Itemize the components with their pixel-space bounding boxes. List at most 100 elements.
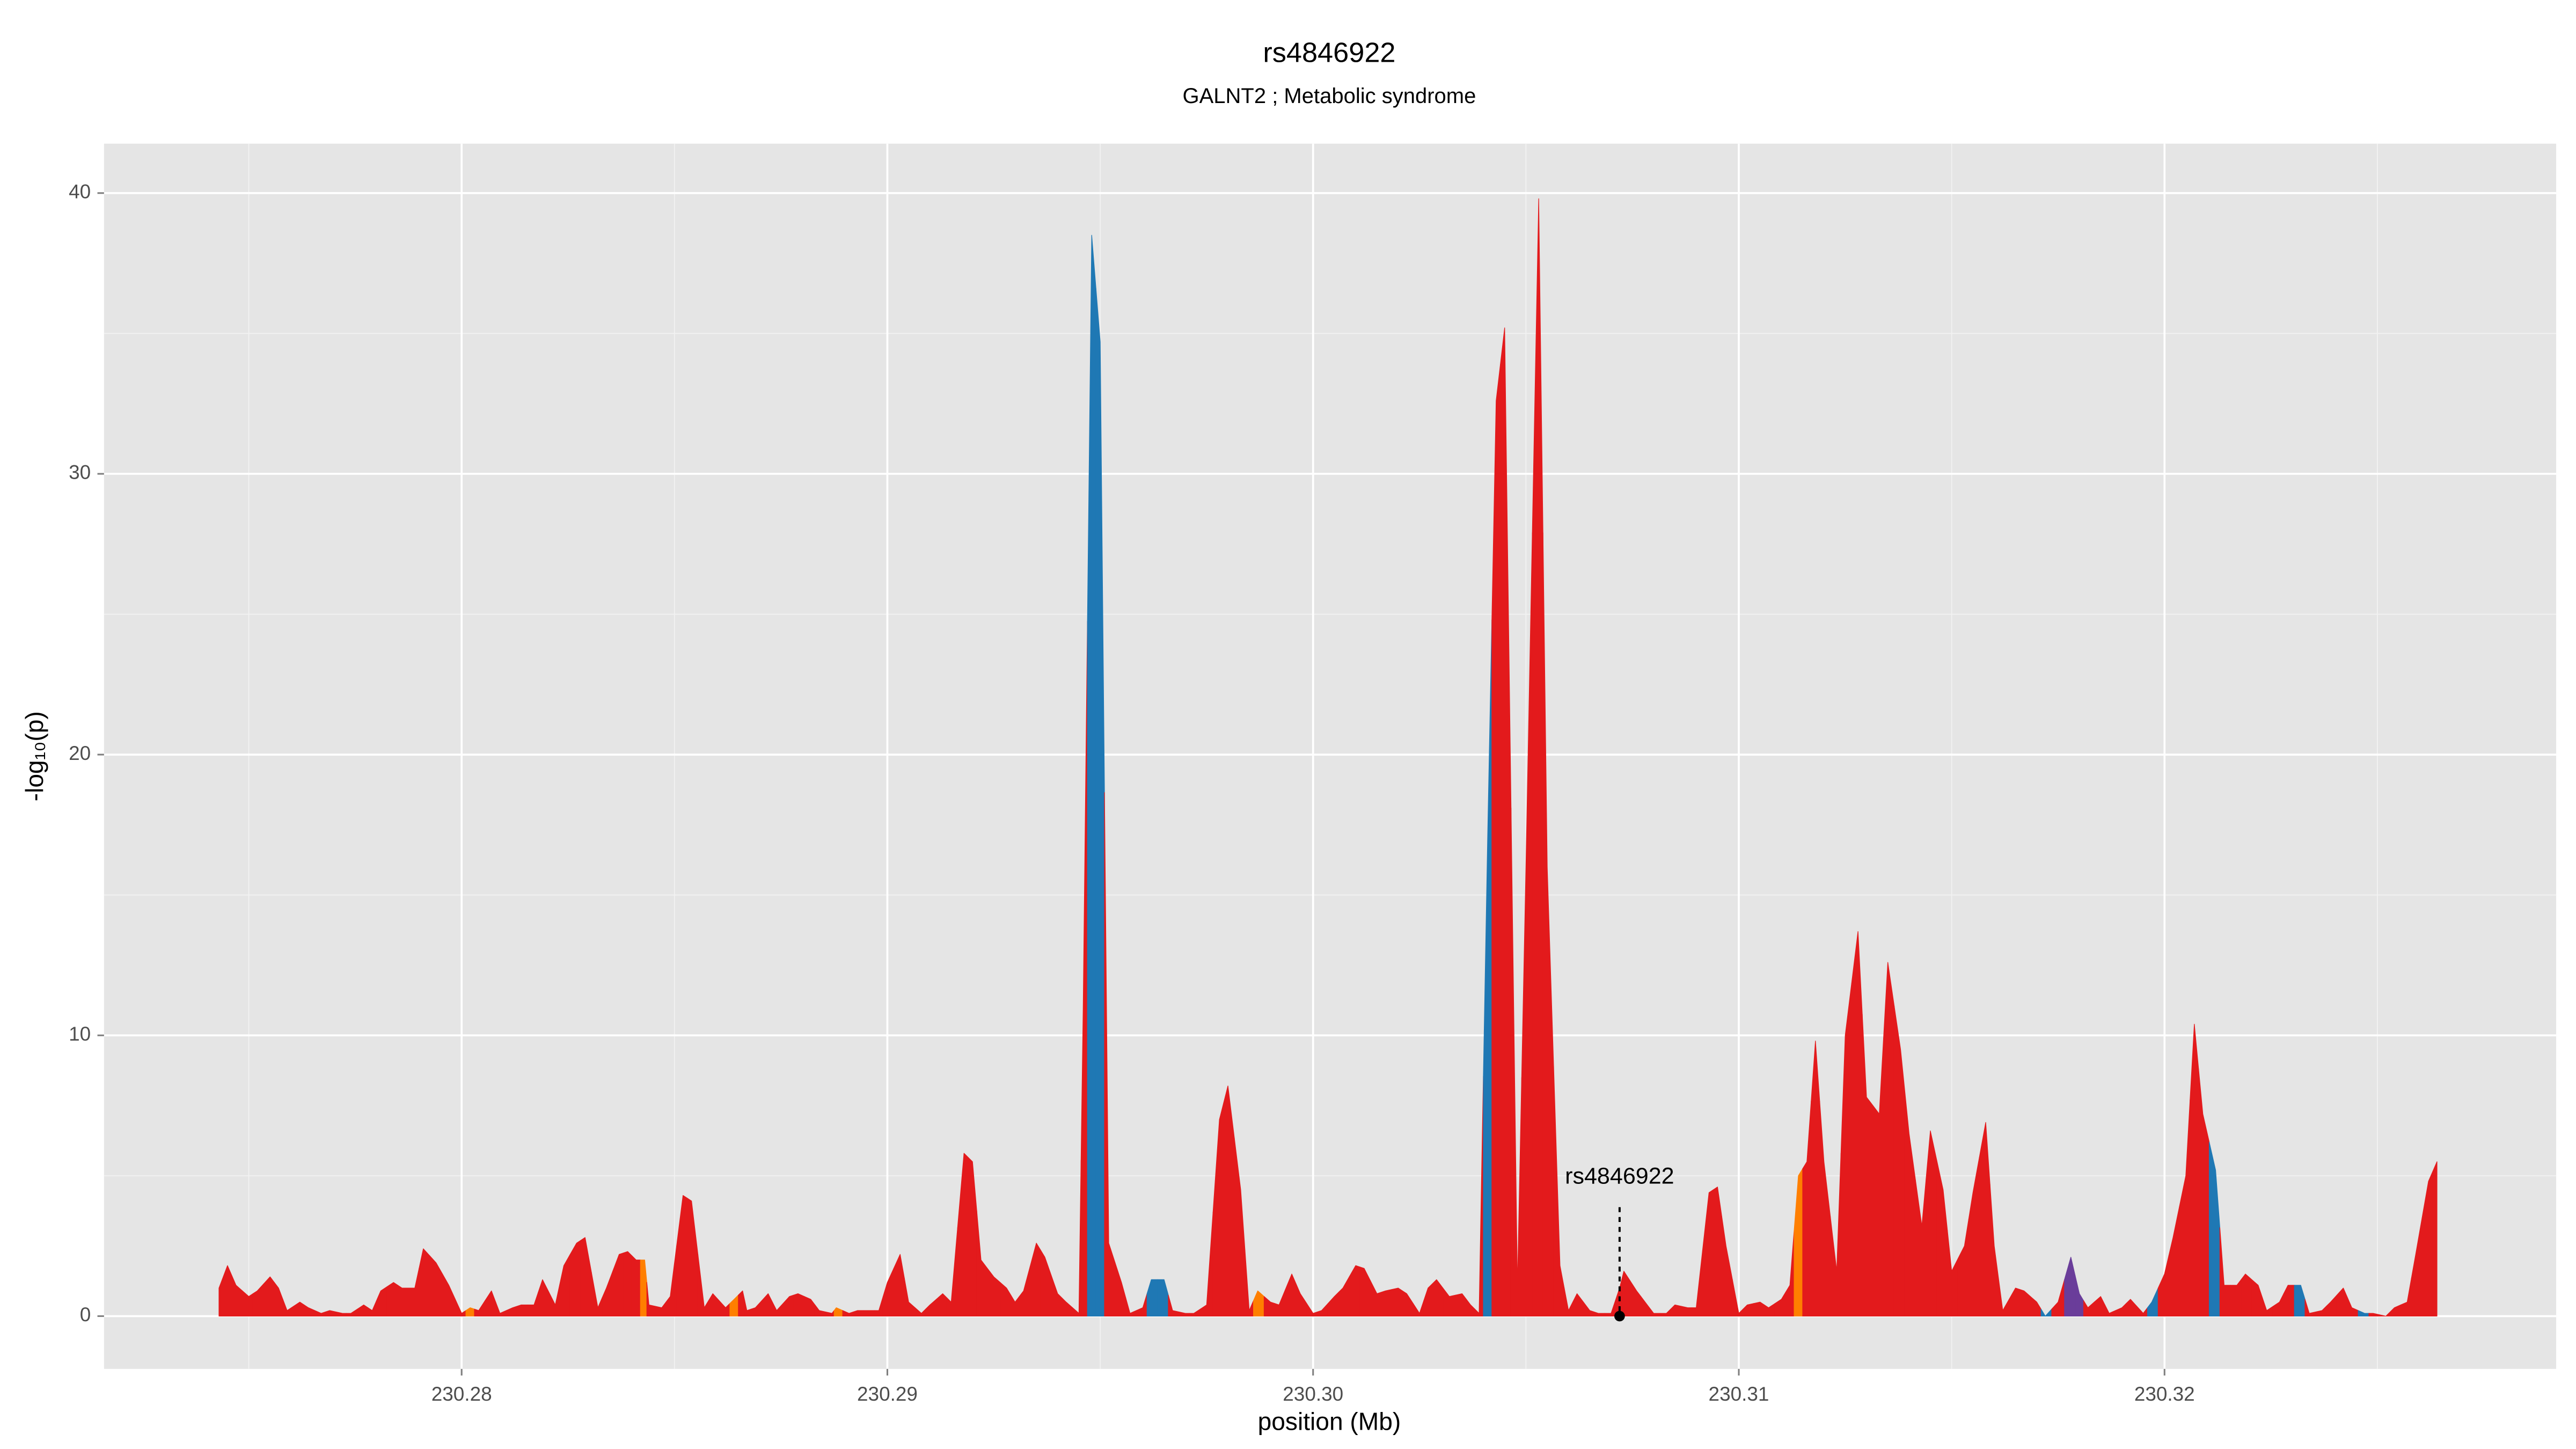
area-segment (397, 1285, 409, 1317)
area-segment (1263, 1296, 1275, 1317)
area-segment (2251, 1279, 2263, 1317)
area-segment (474, 1300, 486, 1317)
area-segment (2400, 1278, 2412, 1317)
area-segment (665, 1246, 677, 1317)
area-segment (1500, 327, 1512, 1317)
area-segment (2358, 1310, 2369, 1317)
area-segment (1136, 1293, 1147, 1317)
area-segment (2019, 1289, 2031, 1317)
area-segment (1483, 619, 1492, 1317)
area-segment (1829, 1153, 1842, 1317)
area-segment (2208, 1141, 2221, 1317)
area-segment (2379, 1311, 2391, 1317)
area-segment (1904, 1091, 1916, 1317)
area-segment (1423, 1283, 1433, 1317)
area-segment (1542, 532, 1554, 1317)
area-segment (1115, 1262, 1126, 1317)
area-segment (346, 1308, 358, 1317)
area-segment (874, 1296, 884, 1317)
y-tick-label: 0 (80, 1304, 91, 1326)
area-segment (1327, 1292, 1339, 1317)
x-tick-label: 230.28 (431, 1383, 492, 1405)
area-segment (263, 1276, 275, 1317)
area-segment (1785, 1230, 1795, 1317)
area-segment (2064, 1256, 2076, 1317)
area-segment (2094, 1296, 2105, 1317)
area-segment (1019, 1267, 1030, 1317)
area-segment (925, 1299, 937, 1317)
area-segment (1713, 1187, 1722, 1317)
area-segment (2326, 1294, 2338, 1317)
area-segment (1583, 1301, 1594, 1317)
area-segment (242, 1290, 254, 1317)
area-segment (1443, 1287, 1457, 1317)
area-segment (1455, 1293, 1467, 1317)
area-segment (1893, 1005, 1905, 1317)
area-segment (602, 1271, 613, 1317)
area-segment (2190, 1023, 2199, 1317)
area-segment (772, 1301, 784, 1317)
area-segment (804, 1296, 816, 1317)
area-segment (1510, 807, 1523, 1317)
area-segment (833, 1307, 843, 1317)
area-segment (640, 1260, 647, 1317)
area-segment (1572, 1293, 1584, 1317)
area-segment (1296, 1283, 1307, 1317)
area-segment (1391, 1287, 1403, 1317)
area-segment (1189, 1308, 1201, 1317)
area-segment (1521, 532, 1533, 1317)
area-segment (1649, 1307, 1660, 1317)
area-segment (293, 1301, 305, 1317)
area-segment (623, 1251, 633, 1317)
area-segment (538, 1279, 550, 1317)
area-segment (231, 1275, 243, 1317)
area-segment (1872, 1037, 1884, 1317)
area-segment (853, 1310, 865, 1317)
area-segment (591, 1272, 603, 1317)
area-segment (1040, 1249, 1052, 1317)
area-segment (2262, 1297, 2274, 1317)
area-segment (1840, 983, 1852, 1317)
area-segment (357, 1304, 369, 1317)
area-segment (2075, 1275, 2084, 1317)
area-segment (2336, 1287, 2348, 1317)
area-segment (1947, 1230, 1959, 1317)
area-segment (1349, 1265, 1360, 1317)
y-tick-label: 10 (69, 1023, 91, 1045)
area-segment (729, 1294, 739, 1317)
area-segment (976, 1210, 988, 1317)
area-segment (1640, 1296, 1650, 1317)
plot-panel (104, 143, 2557, 1369)
area-segment (1989, 1183, 1999, 1317)
area-segment (1306, 1303, 1318, 1317)
area-segment (1862, 1014, 1874, 1317)
area-segment (1593, 1311, 1605, 1317)
area-segment (465, 1307, 475, 1317)
area-segment (252, 1283, 264, 1317)
area-segment (793, 1293, 805, 1317)
area-segment (1811, 1041, 1820, 1317)
area-segment (1179, 1311, 1190, 1317)
area-segment (914, 1307, 926, 1317)
area-segment (1883, 962, 1895, 1317)
area-segment (904, 1278, 916, 1317)
area-segment (1681, 1306, 1693, 1317)
area-segment (655, 1301, 667, 1317)
area-segment (2241, 1274, 2252, 1317)
area-segment (282, 1299, 294, 1317)
area-segment (1212, 1102, 1224, 1317)
area-segment (2421, 1171, 2433, 1317)
area-segment (1010, 1294, 1020, 1317)
area-segment (2272, 1293, 2284, 1317)
area-segment (2219, 1227, 2231, 1317)
area-segment (2315, 1306, 2327, 1317)
area-segment (1491, 364, 1501, 1317)
area-segment (1774, 1292, 1786, 1317)
area-segment (2198, 1069, 2210, 1317)
area-segment (1466, 1299, 1475, 1317)
annotation-marker (1614, 1311, 1625, 1322)
area-segment (2368, 1313, 2380, 1317)
area-segment (2411, 1217, 2423, 1317)
area-segment (1670, 1304, 1682, 1317)
area-segment (825, 1310, 835, 1317)
